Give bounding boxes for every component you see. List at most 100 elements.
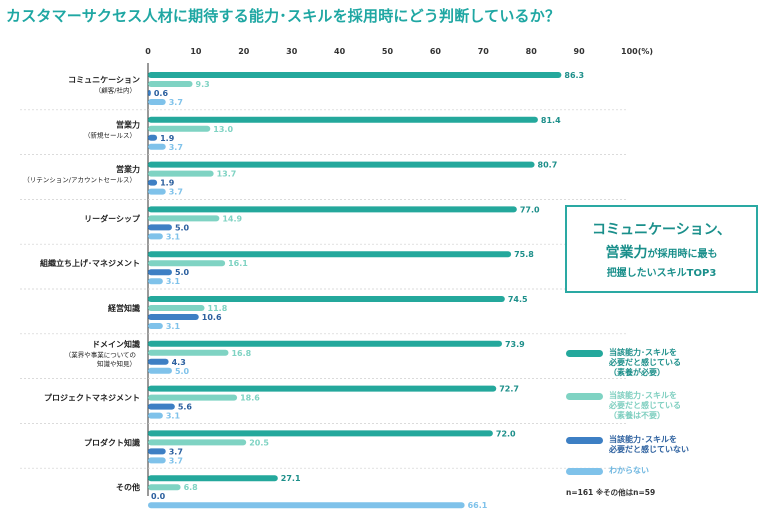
category-label: リーダーシップ	[84, 213, 141, 223]
x-tick-label: 70	[478, 47, 490, 56]
callout-line2-big: 営業力	[605, 245, 648, 261]
bar	[148, 81, 193, 87]
legend-label: わからない	[609, 466, 649, 475]
bar	[148, 179, 158, 186]
legend-swatch	[566, 437, 603, 444]
bar-value-label: 3.1	[166, 322, 181, 331]
bar-value-label: 66.1	[468, 501, 488, 510]
bar-value-label: 3.1	[166, 412, 181, 421]
bar	[148, 188, 166, 195]
chart-title: カスタマーサクセス人材に期待する能力･スキルを採用時にどう判断しているか？	[6, 7, 561, 25]
bar	[148, 72, 562, 78]
bar	[148, 475, 278, 482]
x-tick-label: 100(%)	[621, 47, 653, 56]
category-label: ドメイン知識	[92, 339, 140, 349]
bar-value-label: 3.7	[169, 98, 183, 107]
x-tick-label: 40	[334, 47, 346, 56]
bar	[148, 385, 497, 392]
x-tick-label: 90	[574, 47, 586, 56]
bar-value-label: 77.0	[520, 205, 540, 214]
bar-value-label: 3.7	[169, 188, 183, 197]
bar-value-label: 6.8	[184, 483, 199, 492]
category-label: その他	[116, 482, 140, 492]
bar-value-label: 3.7	[169, 447, 183, 456]
x-tick-label: 60	[430, 47, 442, 56]
x-tick-label: 20	[238, 47, 250, 56]
bar-value-label: 3.7	[169, 143, 183, 152]
bar	[148, 457, 166, 464]
bar	[148, 367, 172, 374]
bar	[148, 251, 512, 258]
bar-value-label: 0.0	[151, 492, 166, 501]
legend-swatch	[566, 393, 603, 400]
bar-value-label: 13.7	[217, 170, 237, 179]
bar	[148, 260, 226, 267]
legend-label: 必要だと感じている	[609, 401, 681, 410]
legend-swatch	[566, 468, 603, 475]
category-label: コミュニケーション	[68, 76, 140, 85]
bar	[148, 206, 517, 213]
bar	[148, 278, 163, 285]
bar	[148, 90, 151, 96]
bar	[148, 233, 163, 240]
callout-line2-small: が採用時に最も	[647, 249, 718, 260]
bar-value-label: 16.1	[228, 259, 248, 268]
bar	[148, 448, 166, 455]
bar-value-label: 9.3	[196, 80, 210, 89]
bar-value-label: 3.1	[166, 277, 181, 286]
legend-swatch	[566, 350, 603, 357]
category-sublabel: （新規セールス）	[84, 130, 136, 139]
legend-label: 当該能力･スキルを	[609, 435, 677, 444]
x-tick-label: 80	[526, 47, 538, 56]
legend-label: （素養が必要）	[609, 368, 665, 377]
category-label: プロダクト知識	[84, 437, 140, 447]
bar-value-label: 74.5	[508, 295, 528, 304]
bar-value-label: 72.7	[499, 385, 519, 394]
bar	[148, 224, 172, 231]
bar	[148, 502, 465, 509]
bar-value-label: 10.6	[202, 313, 222, 322]
bar-value-label: 11.8	[208, 304, 228, 313]
bar-value-label: 86.3	[564, 71, 584, 80]
bar-value-label: 81.4	[541, 116, 561, 125]
bar-value-label: 72.0	[496, 429, 516, 438]
bar	[148, 269, 172, 276]
bar	[148, 125, 211, 132]
category-sublabel: （リテンション/アカウントセールス）	[23, 176, 136, 184]
bar-value-label: 5.0	[175, 367, 190, 376]
bar-value-label: 5.0	[175, 223, 190, 232]
legend-label: （素養は不要）	[609, 411, 665, 420]
bar	[148, 358, 169, 365]
bar	[148, 349, 229, 356]
x-tick-label: 10	[190, 47, 202, 56]
x-tick-label: 0	[145, 47, 151, 56]
bar	[148, 305, 205, 311]
legend-label: 当該能力･スキルを	[609, 348, 677, 357]
x-tick-label: 50	[382, 47, 394, 56]
bar	[148, 116, 538, 123]
bar-value-label: 3.1	[166, 232, 181, 241]
category-label: 営業力	[116, 164, 140, 174]
bar	[148, 323, 163, 329]
bar	[148, 161, 535, 168]
bar-value-label: 1.9	[160, 134, 175, 143]
bar	[148, 170, 214, 177]
bar	[148, 215, 220, 222]
bar-value-label: 75.8	[514, 250, 534, 259]
category-sublabel: （業界や事業についての	[65, 350, 136, 359]
bar	[148, 484, 181, 491]
bar-value-label: 16.8	[231, 349, 251, 358]
bar	[148, 439, 247, 446]
callout-box: コミュニケーション、 営業力が採用時に最も 把握したいスキルTOP3	[565, 205, 758, 293]
bar-value-label: 20.5	[249, 438, 269, 447]
callout-line1: コミュニケーション、	[592, 222, 731, 238]
bar-value-label: 3.7	[169, 456, 183, 465]
bar-value-label: 1.9	[160, 179, 175, 188]
callout-line3: 把握したいスキルTOP3	[606, 268, 717, 279]
legend-label: 必要だと感じている	[609, 358, 681, 367]
bar-value-label: 13.0	[213, 125, 233, 134]
category-label: 組織立ち上げ･マネジメント	[40, 258, 140, 268]
bar-value-label: 80.7	[538, 161, 558, 170]
category-sublabel: （顧客/社内）	[95, 86, 136, 95]
sample-note: n=161 ※その他はn=59	[566, 488, 656, 497]
